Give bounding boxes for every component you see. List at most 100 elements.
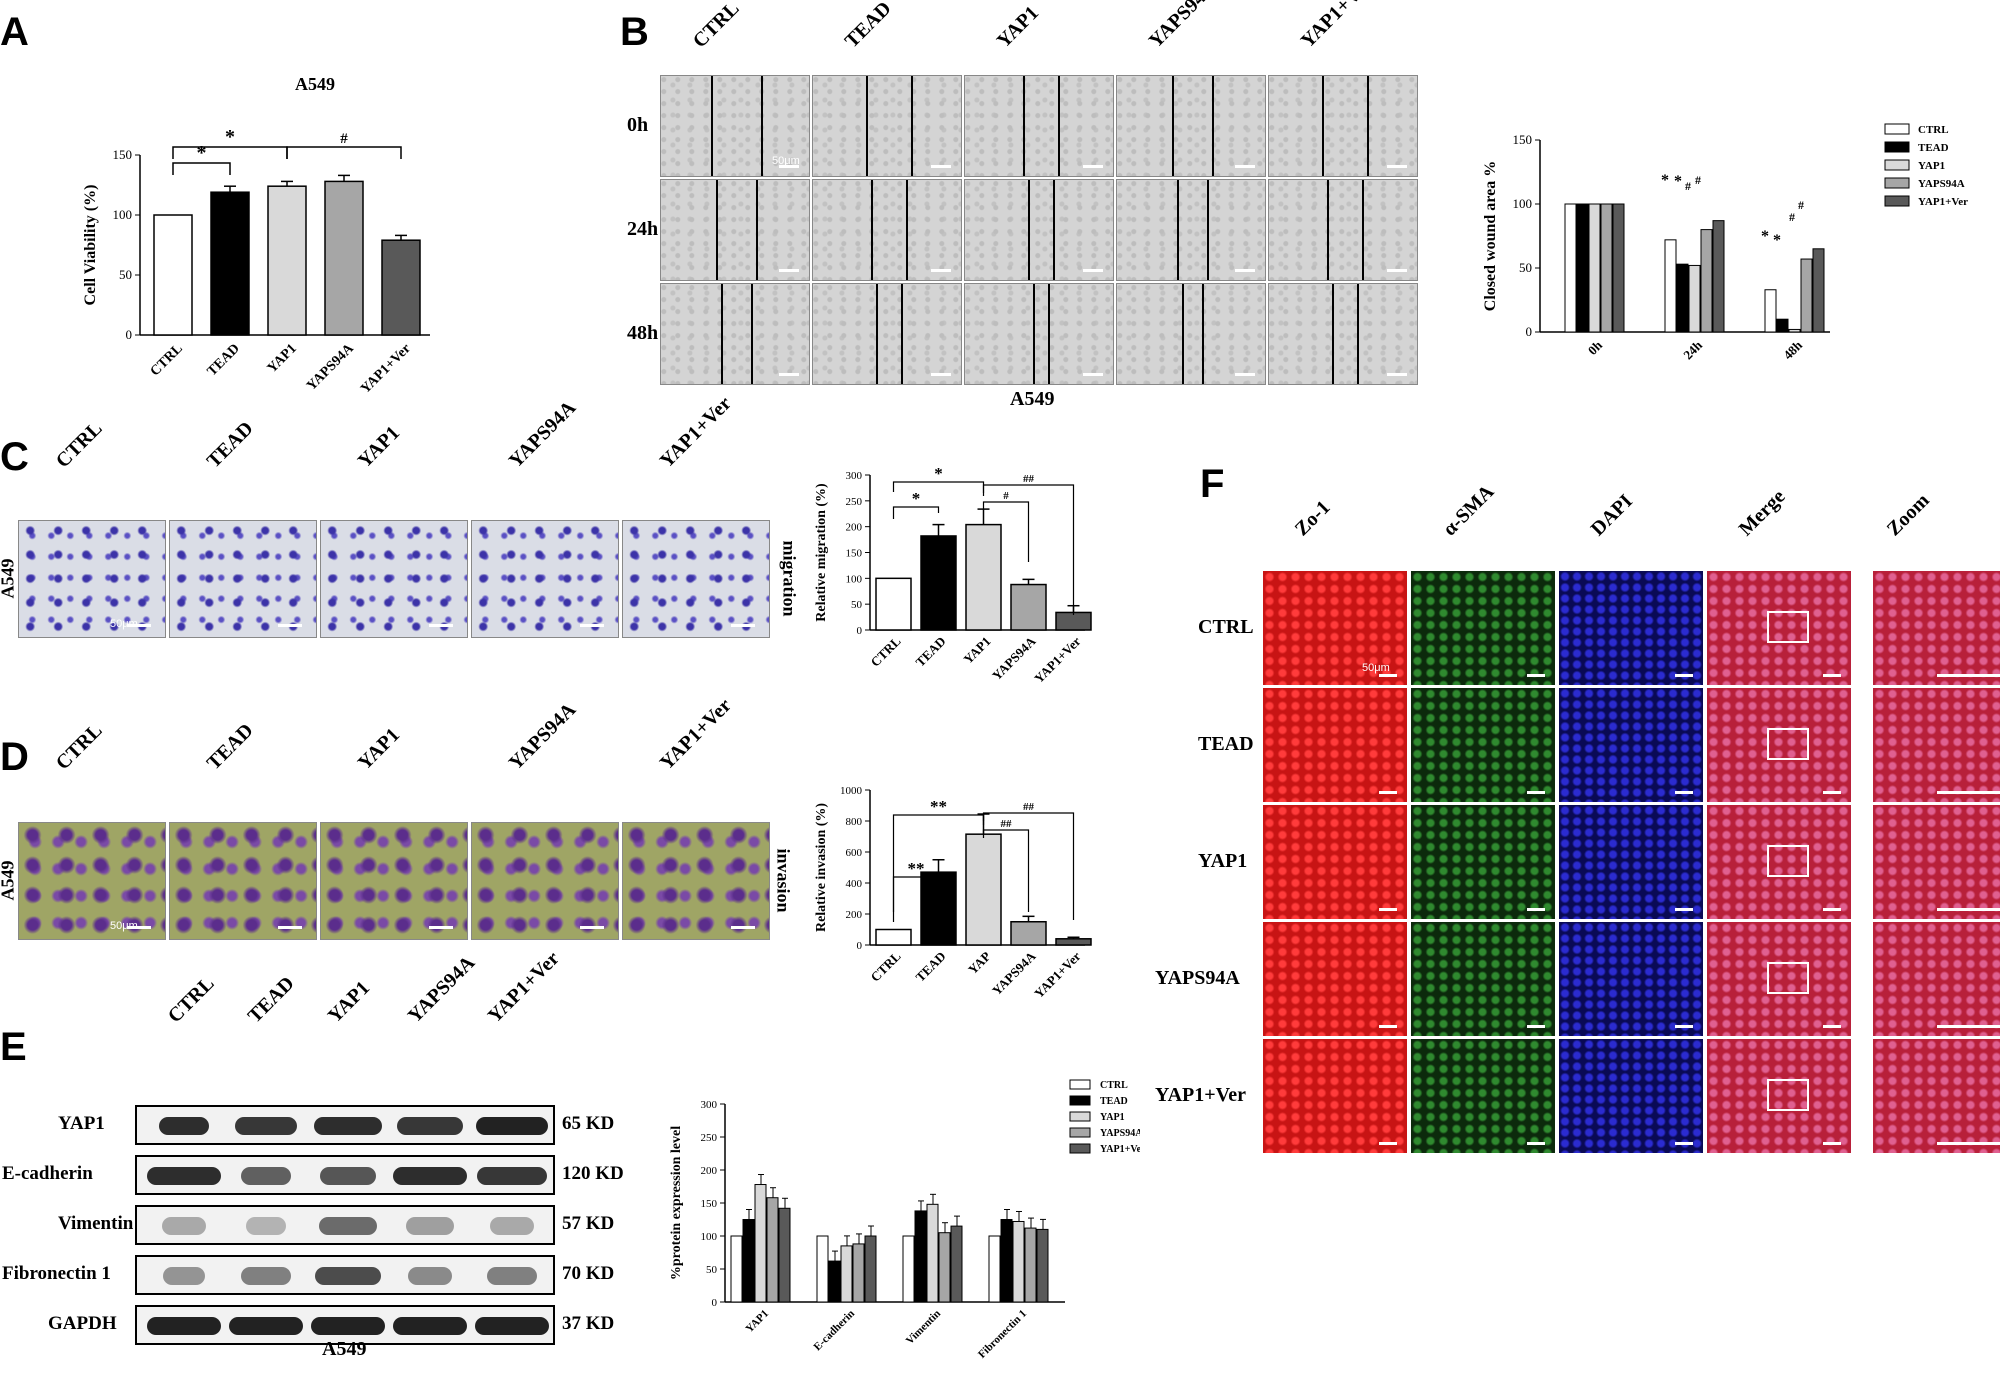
fluorescence-image <box>1872 921 2000 1037</box>
wound-edge-line <box>751 284 753 384</box>
bar <box>1010 583 1047 631</box>
scale-bar <box>1379 1025 1397 1028</box>
fluorescence-image <box>1872 687 2000 803</box>
legend-label: TEAD <box>1100 1096 1128 1107</box>
scale-bar <box>429 926 453 929</box>
panel-label-a: A <box>0 10 29 54</box>
scale-bar <box>931 373 951 376</box>
column-label: α-SMA <box>1438 480 1499 541</box>
bar <box>1676 263 1689 333</box>
legend-label: TEAD <box>1918 142 1949 154</box>
significance-mark: # <box>1685 179 1691 193</box>
significance-mark: # <box>340 131 348 147</box>
row-label: 24h <box>627 218 659 240</box>
blot-band <box>163 1267 205 1285</box>
category-label: CTRL <box>867 633 903 669</box>
fluorescence-image <box>1558 570 1704 686</box>
y-tick-label: 0 <box>126 327 133 342</box>
microscopy-image <box>471 520 619 638</box>
blot-band <box>408 1267 452 1285</box>
scale-bar <box>1675 791 1693 794</box>
fluorescence-image <box>1706 804 1852 920</box>
bar <box>920 871 957 946</box>
bar <box>1564 203 1577 333</box>
bar <box>1688 264 1701 333</box>
y-tick-label: 50 <box>119 267 132 282</box>
scale-bar <box>931 165 951 168</box>
bar <box>1000 1219 1013 1303</box>
category-label: YAP1 <box>265 341 300 376</box>
blot-band <box>393 1317 467 1335</box>
blot-band <box>241 1167 291 1185</box>
scale-bar <box>1823 908 1841 911</box>
blot-band <box>393 1167 467 1185</box>
blot-row <box>135 1205 555 1245</box>
y-axis-label: Closed wound area % <box>1482 161 1499 311</box>
scale-bar <box>1387 373 1407 376</box>
wound-image <box>1116 179 1266 281</box>
category-label: 0h <box>1585 337 1606 358</box>
scale-bar <box>1379 791 1397 794</box>
row-label: YAPS94A <box>1155 967 1240 989</box>
wound-edge-line <box>1331 284 1334 384</box>
wound-image <box>660 75 810 177</box>
scale-bar <box>1937 1142 2000 1145</box>
fluorescence-image <box>1410 687 1556 803</box>
bar <box>840 1245 853 1303</box>
protein-label: Fibronectin 1 <box>2 1263 111 1284</box>
y-tick-label: 100 <box>701 1231 718 1243</box>
row-label: YAP1 <box>1198 850 1248 872</box>
significance-mark: ## <box>1023 473 1035 485</box>
category-label: YAP1 <box>743 1308 771 1336</box>
column-label: YAP1+Ver <box>1296 0 1377 53</box>
microscopy-image <box>471 822 619 940</box>
scale-bar <box>1823 791 1841 794</box>
wound-edge-line <box>716 180 718 280</box>
microscopy-image <box>18 822 166 940</box>
significance-mark: * <box>1773 232 1781 249</box>
wound-image <box>812 75 962 177</box>
panel-label-b: B <box>620 10 649 54</box>
wound-edge-line <box>1027 180 1030 280</box>
fluorescence-image <box>1558 1038 1704 1154</box>
wound-image <box>812 283 962 385</box>
y-tick-label: 300 <box>846 470 863 482</box>
scale-bar <box>1823 1025 1841 1028</box>
wound-edge-line <box>900 284 903 384</box>
significance-bracket <box>982 812 1075 920</box>
scale-bar <box>779 165 799 168</box>
scale-bar <box>779 269 799 272</box>
row-label: TEAD <box>1198 733 1254 755</box>
category-label: 24h <box>1680 337 1705 362</box>
fluorescence-image <box>1706 570 1852 686</box>
panel-label-e: E <box>0 1025 27 1069</box>
panel-label-c: C <box>0 435 29 479</box>
bar <box>852 1243 865 1303</box>
blot-band <box>162 1217 206 1235</box>
scale-bar <box>1823 1142 1841 1145</box>
scale-label: 50μm <box>772 155 800 167</box>
scale-bar <box>1083 373 1103 376</box>
microscopy-image <box>622 520 770 638</box>
y-tick-label: 100 <box>1513 196 1533 211</box>
legend-swatch <box>1884 177 1910 189</box>
scale-bar <box>278 926 302 929</box>
zoom-region-box <box>1767 611 1809 643</box>
protein-label: GAPDH <box>48 1313 117 1334</box>
y-axis-label: Relative invasion (%) <box>814 803 829 932</box>
significance-bracket <box>892 506 940 519</box>
wound-edge-line <box>1047 284 1050 384</box>
kd-label: 37 KD <box>562 1313 615 1334</box>
bar <box>1664 239 1677 333</box>
category-label: CTRL <box>867 948 903 984</box>
legend-swatch <box>1069 1111 1091 1122</box>
legend-swatch <box>1069 1143 1091 1154</box>
column-label: Zo-1 <box>1290 496 1335 541</box>
bar <box>381 239 421 336</box>
column-label: TEAD <box>202 417 258 473</box>
column-label: YAPS94A <box>403 951 480 1028</box>
bar <box>1612 203 1625 333</box>
y-tick-label: 0 <box>857 940 863 952</box>
scale-bar <box>1675 908 1693 911</box>
